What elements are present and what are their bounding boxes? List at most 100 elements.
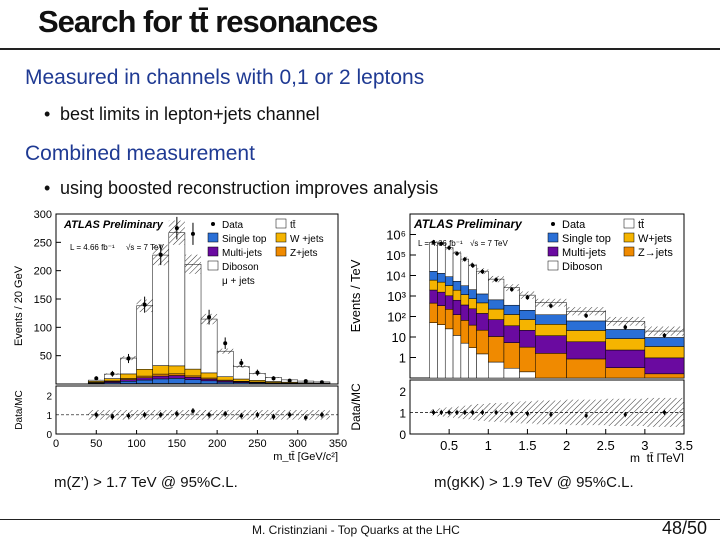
stack-bar-singletop (168, 378, 186, 384)
legend-swatch (623, 246, 635, 257)
stack-bar-multijets (120, 379, 137, 382)
stack-bar-tt (468, 264, 477, 290)
data-point (271, 376, 276, 381)
stack-bar-singletop (452, 281, 462, 291)
y-tick-label: 10² (387, 310, 406, 325)
ratio-point (494, 410, 498, 414)
stack-bar-multijets (136, 377, 153, 381)
x-tick-label: 100 (127, 438, 145, 450)
atlas-label: ATLAS Preliminary (63, 219, 164, 231)
x-tick-label: 3.5 (675, 438, 693, 453)
y-axis-label: Events / TeV (348, 259, 363, 332)
legend-label: Data (222, 220, 244, 231)
ratio-point (142, 413, 147, 417)
stack-bar-multijets (200, 378, 218, 382)
ratio-point (431, 410, 436, 414)
data-point (439, 241, 444, 246)
stack-bar-zjets (535, 353, 567, 379)
ratio-point (480, 410, 485, 414)
data-point (431, 240, 436, 245)
stack-bar-diboson (468, 347, 477, 379)
legend-label: Z+jets (290, 248, 318, 259)
ratio-point (303, 415, 308, 420)
stack-bar-multijets (184, 377, 202, 380)
channel-label: μ + jets (222, 276, 255, 287)
x-tick-label: 2.5 (597, 438, 615, 453)
stack-bar-wjets (488, 308, 505, 320)
data-point (110, 371, 115, 376)
stack-bar-singletop (503, 304, 520, 315)
data-point (287, 378, 292, 383)
stack-bar-zjets (605, 367, 646, 379)
data-point (319, 380, 324, 385)
stack-bar-wjets (233, 378, 250, 382)
stack-bar-multijets (437, 291, 446, 306)
y-tick-label: 10³ (387, 289, 406, 304)
stack-bar-diboson (476, 353, 489, 379)
ratio-point (94, 413, 99, 417)
stack-bar-diboson (460, 342, 469, 379)
ratio-tick-label: 2 (399, 385, 406, 399)
stack-bar-tt (452, 252, 462, 282)
stack-bar-tt (233, 366, 250, 380)
stack-bar-wjets (468, 298, 477, 310)
right-mtt-log-plot: 1 10 10² 10³ 10⁴ 10⁵ 10⁶ 0 1 2 0.5 1 1.5 2 2.5 3 3.5m_tt… (348, 213, 693, 462)
ratio-tick-label: 2 (46, 392, 52, 403)
data-point (480, 269, 485, 274)
data-point (158, 252, 163, 257)
legend-swatch (623, 232, 635, 243)
legend-label: Z→jets (638, 247, 673, 259)
stack-bar-multijets (429, 289, 438, 304)
stack-bar-zjets (444, 309, 454, 330)
x-tick-label: 1 (485, 438, 492, 453)
slide-title: Search for tt̄ resonances (38, 4, 379, 39)
legend-label: tt̄ (638, 219, 644, 231)
legend-label: W+jets (638, 233, 672, 245)
bullet-best-limits: • best limits in lepton+jets channel (44, 104, 320, 125)
ratio-point (463, 410, 467, 414)
stack-bar-multijets (605, 349, 646, 368)
heading-combined: Combined measurement (25, 142, 255, 165)
stack-bar-singletop (566, 320, 606, 331)
legend-swatch (207, 260, 219, 271)
legend-label: Multi-jets (562, 247, 607, 259)
stack-bar-wjets (644, 346, 685, 359)
ratio-point (158, 413, 163, 417)
ratio-point (510, 411, 514, 416)
ratio-point (447, 410, 451, 414)
footer-rule (0, 519, 720, 520)
stack-bar-wjets (444, 285, 454, 297)
legend-label: Single top (562, 233, 611, 245)
stack-bar-singletop (216, 381, 234, 385)
x-tick-label: 0.5 (440, 438, 458, 453)
x-tick-label: 150 (168, 438, 186, 450)
legend-swatch (547, 246, 559, 257)
stack-bar-zjets (566, 358, 606, 379)
stack-bar-wjets (503, 314, 520, 327)
stack-bar-singletop (184, 379, 202, 384)
stack-bar-multijets (468, 308, 477, 326)
stack-bar-singletop (200, 380, 218, 384)
stack-bar-multijets (152, 375, 170, 380)
legend-swatch (207, 246, 219, 257)
data-point (494, 277, 498, 282)
ratio-point (525, 411, 530, 416)
stack-bar-singletop (519, 310, 536, 320)
legend-label: W +jets (290, 234, 324, 245)
stack-bar-zjets (644, 373, 685, 379)
x-tick-label: 2 (563, 438, 570, 453)
energy-label: √s = 7 TeV (470, 239, 508, 248)
stack-bar-singletop (468, 289, 477, 299)
stack-bar-singletop (437, 273, 446, 283)
stack-bar-wjets (476, 302, 489, 314)
ratio-tick-label: 0 (399, 428, 406, 442)
stack-bar-diboson (429, 322, 438, 379)
stack-bar-singletop (535, 314, 567, 325)
legend-swatch (623, 218, 635, 229)
x-tick-label: 350 (329, 438, 347, 450)
stack-bar-zjets (168, 373, 186, 376)
legend-label: Diboson (222, 262, 259, 273)
stack-bar-wjets (200, 372, 218, 379)
ratio-point (662, 410, 667, 414)
stack-bar-multijets (168, 375, 186, 379)
